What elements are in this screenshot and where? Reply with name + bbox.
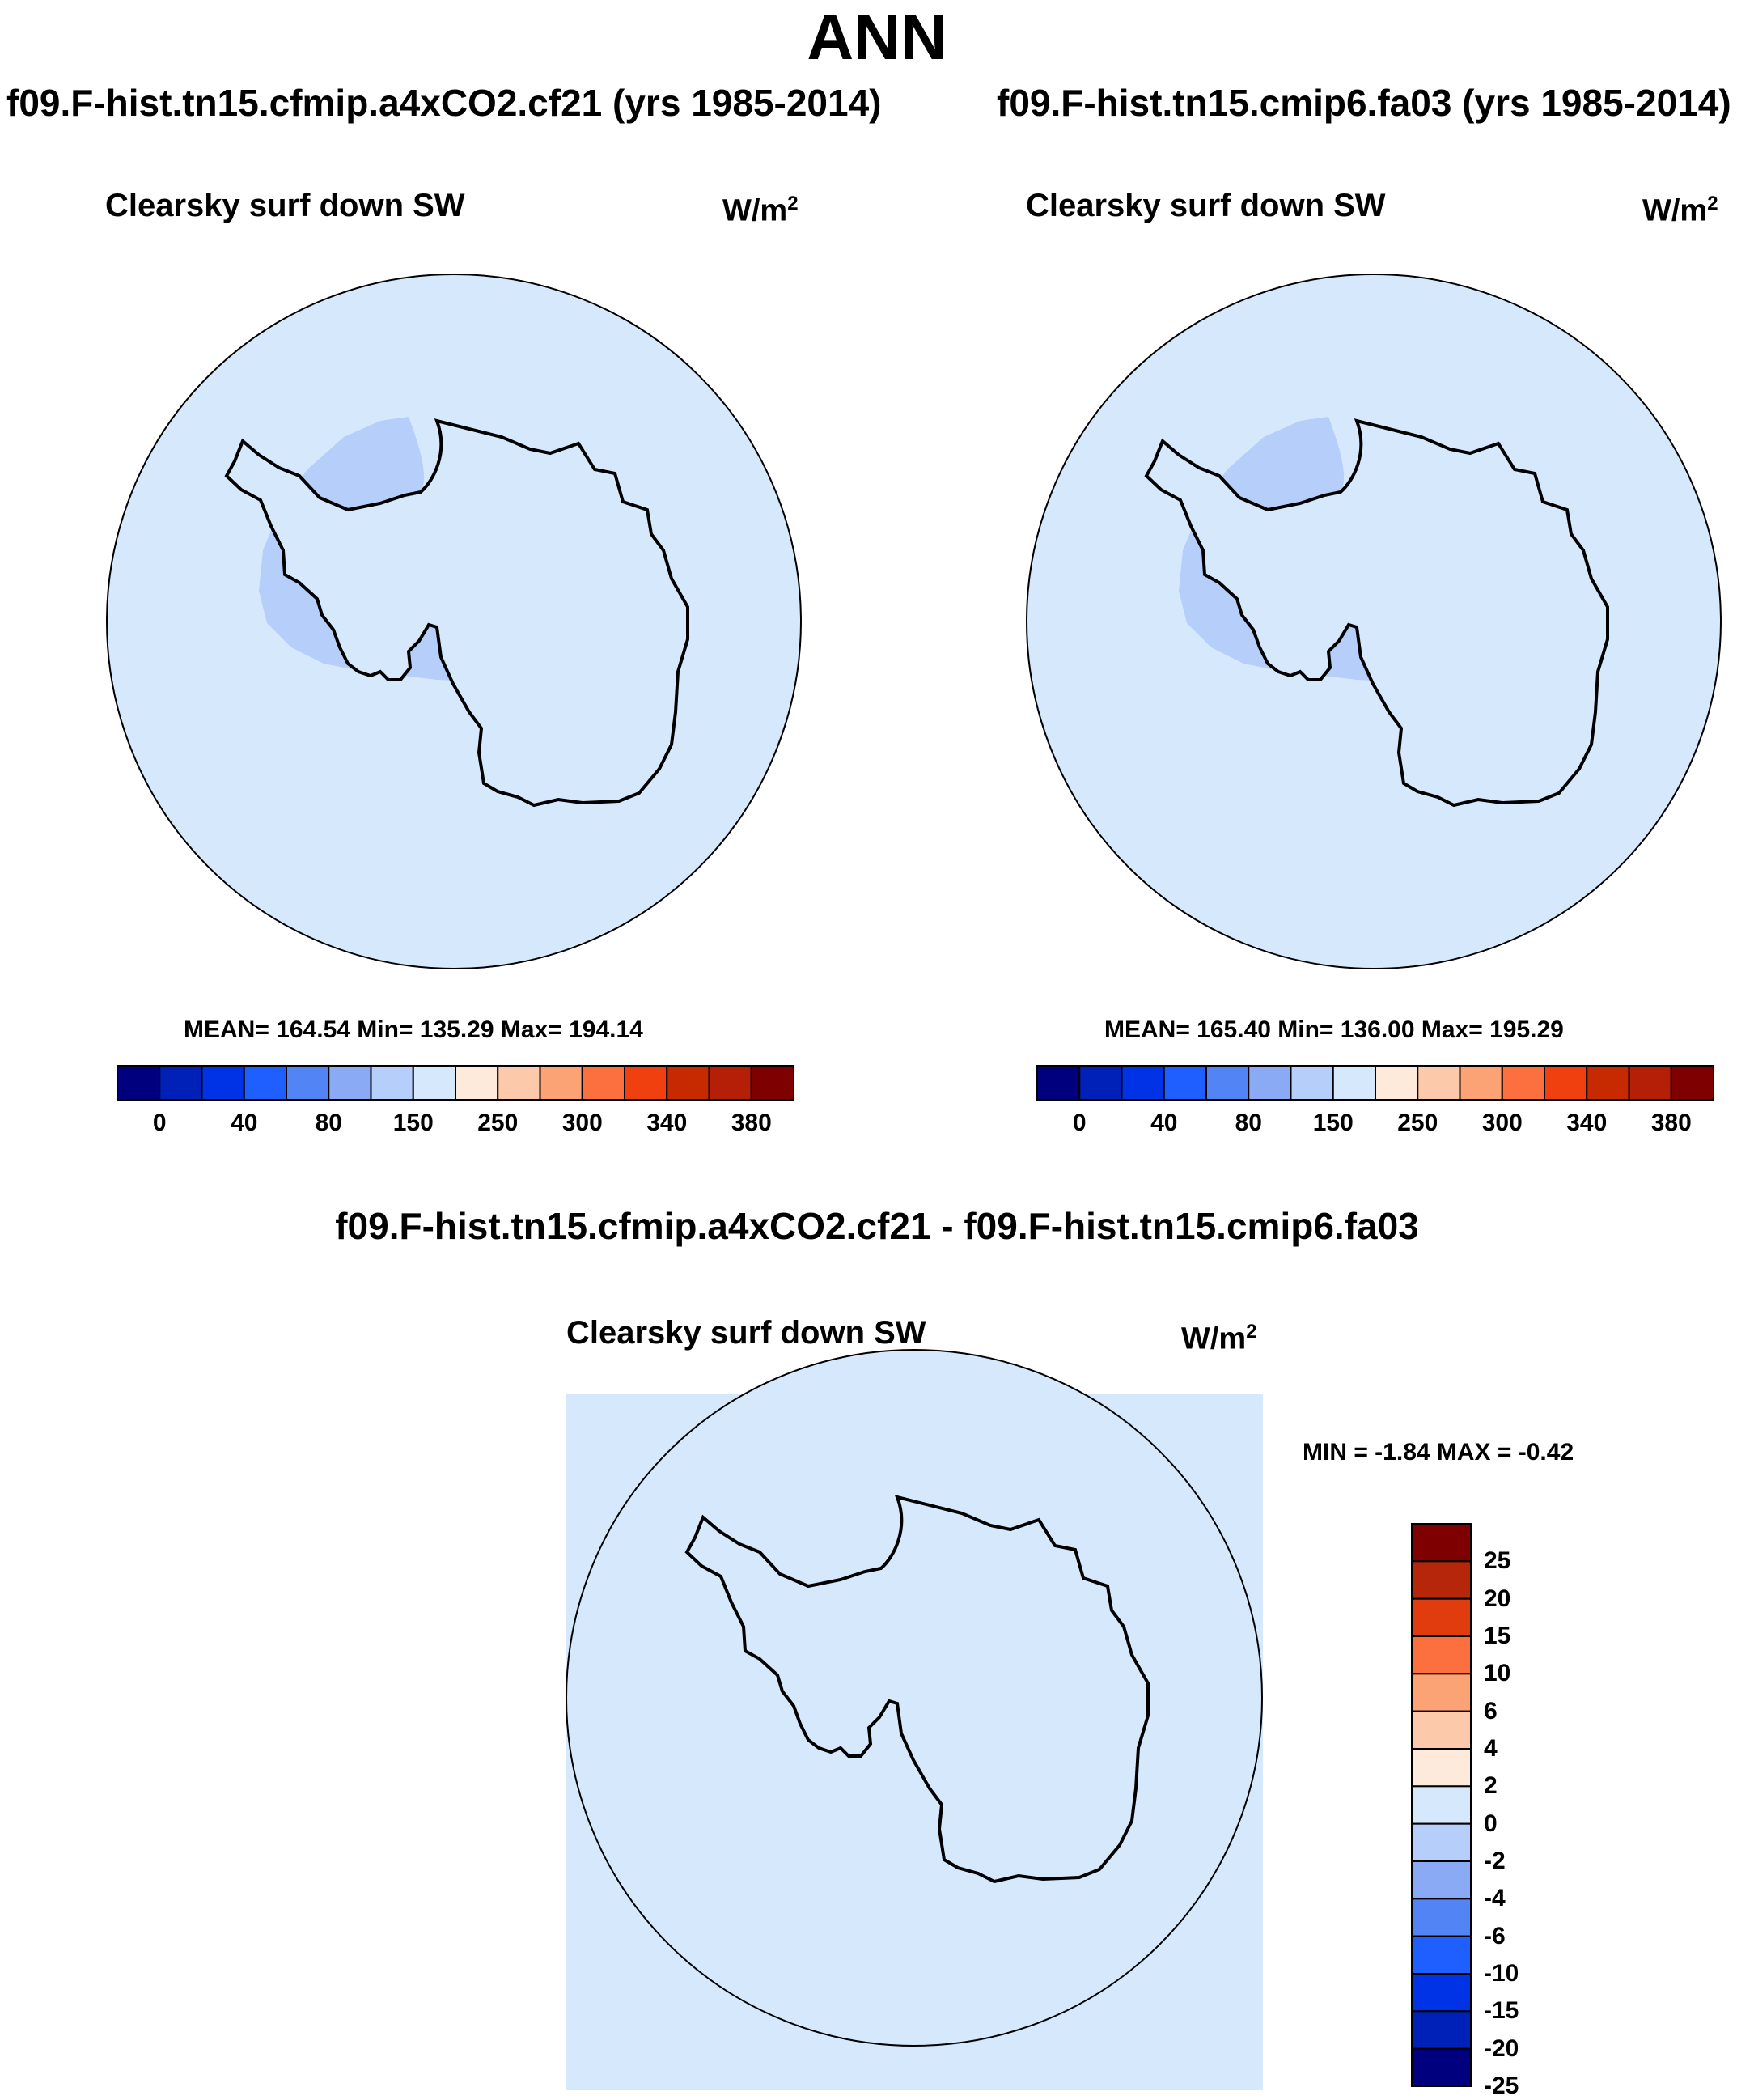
colorbar-diff-swatch bbox=[1411, 2047, 1472, 2088]
colorbar-diff-swatch bbox=[1411, 1597, 1472, 1637]
units-label-diff: W/m2 bbox=[1181, 1321, 1257, 1356]
colorbar-left-swatch bbox=[201, 1065, 245, 1101]
colorbar-diff-swatch bbox=[1411, 1748, 1472, 1788]
colorbar-right-tick-label: 300 bbox=[1481, 1109, 1523, 1136]
colorbar-right-swatch bbox=[1036, 1065, 1081, 1101]
case-title-left: f09.F-hist.tn15.cfmip.a4xCO2.cf21 (yrs 1… bbox=[6, 82, 882, 124]
colorbar-diff-swatch bbox=[1411, 1785, 1472, 1825]
colorbar-left-swatch bbox=[497, 1065, 541, 1101]
colorbar-diff-swatch bbox=[1411, 1860, 1472, 1900]
colorbar-left-swatch bbox=[412, 1065, 456, 1101]
colorbar-left-tick-label: 300 bbox=[561, 1109, 603, 1136]
colorbar-diff-swatch bbox=[1411, 1710, 1472, 1750]
colorbar-right-tick-label: 250 bbox=[1397, 1109, 1438, 1136]
colorbar-left-swatch bbox=[370, 1065, 414, 1101]
colorbar-right-tick-label: 0 bbox=[1072, 1109, 1087, 1136]
colorbar-right bbox=[1036, 1065, 1714, 1101]
colorbar-left-swatch bbox=[455, 1065, 499, 1101]
colorbar-diff-swatch bbox=[1411, 1822, 1472, 1863]
colorbar-left-tick-label: 340 bbox=[646, 1109, 688, 1136]
colorbar-right-swatch bbox=[1163, 1065, 1207, 1101]
colorbar-right-swatch bbox=[1586, 1065, 1630, 1101]
colorbar-diff-swatch bbox=[1411, 1935, 1472, 1975]
colorbar-left bbox=[117, 1065, 794, 1101]
colorbar-diff-tick-label: -25 bbox=[1484, 2072, 1519, 2099]
colorbar-left-swatch bbox=[750, 1065, 794, 1101]
diff-title: f09.F-hist.tn15.cfmip.a4xCO2.cf21 - f09.… bbox=[335, 1205, 1419, 1247]
colorbar-right-swatch bbox=[1501, 1065, 1545, 1101]
colorbar-diff-tick-label: 10 bbox=[1484, 1660, 1511, 1687]
colorbar-right-tick-label: 150 bbox=[1312, 1109, 1354, 1136]
stats-left: MEAN= 164.54 Min= 135.29 Max= 194.14 bbox=[184, 1016, 643, 1043]
colorbar-diff-swatch bbox=[1411, 1635, 1472, 1675]
colorbar-diff-tick-label: 25 bbox=[1484, 1547, 1511, 1575]
colorbar-diff-swatch bbox=[1411, 1973, 1472, 2013]
colorbar-left-swatch bbox=[539, 1065, 583, 1101]
colorbar-diff-tick-label: -6 bbox=[1484, 1922, 1506, 1949]
colorbar-right-swatch bbox=[1205, 1065, 1250, 1101]
diff-minmax: MIN = -1.84 MAX = -0.42 bbox=[1303, 1439, 1574, 1466]
colorbar-diff-swatch bbox=[1411, 1560, 1472, 1600]
colorbar-diff-tick-label: 2 bbox=[1484, 1772, 1498, 1800]
colorbar-right-swatch bbox=[1121, 1065, 1165, 1101]
colorbar-right-swatch bbox=[1544, 1065, 1588, 1101]
colorbar-diff-tick-label: 6 bbox=[1484, 1697, 1498, 1725]
colorbar-right-swatch bbox=[1375, 1065, 1419, 1101]
colorbar-left-swatch bbox=[286, 1065, 330, 1101]
colorbar-right-tick-label: 80 bbox=[1235, 1109, 1262, 1136]
colorbar-right-tick-label: 380 bbox=[1650, 1109, 1692, 1136]
colorbar-diff-tick-label: -15 bbox=[1484, 1997, 1519, 2025]
colorbar-left-tick-label: 0 bbox=[152, 1109, 167, 1136]
colorbar-left-tick-label: 250 bbox=[477, 1109, 519, 1136]
colorbar-left-tick-label: 380 bbox=[731, 1109, 772, 1136]
colorbar-left-swatch bbox=[624, 1065, 668, 1101]
map-right bbox=[1026, 274, 1722, 969]
colorbar-left-swatch bbox=[243, 1065, 287, 1101]
stats-right: MEAN= 165.40 Min= 136.00 Max= 195.29 bbox=[1104, 1016, 1564, 1043]
colorbar-left-tick-label: 150 bbox=[392, 1109, 434, 1136]
colorbar-diff-tick-label: 15 bbox=[1484, 1623, 1511, 1649]
colorbar-right-tick-label: 340 bbox=[1566, 1109, 1608, 1136]
colorbar-right-swatch bbox=[1332, 1065, 1376, 1101]
colorbar-diff-tick-label: -20 bbox=[1484, 2034, 1519, 2062]
colorbar-right-swatch bbox=[1078, 1065, 1123, 1101]
colorbar-diff-tick-label: 20 bbox=[1484, 1585, 1511, 1612]
colorbar-diff-swatch bbox=[1411, 1673, 1472, 1712]
colorbar-diff-tick-label: -2 bbox=[1484, 1848, 1506, 1874]
map-left bbox=[106, 274, 802, 969]
colorbar-diff-tick-label: 4 bbox=[1484, 1735, 1498, 1762]
colorbar-left-swatch bbox=[666, 1065, 710, 1101]
colorbar-left-swatch bbox=[159, 1065, 203, 1101]
colorbar-left-swatch bbox=[581, 1065, 625, 1101]
variable-label-left: Clearsky surf down SW bbox=[105, 188, 465, 223]
colorbar-right-swatch bbox=[1628, 1065, 1672, 1101]
colorbar-diff-tick-label: -10 bbox=[1484, 1960, 1519, 1987]
colorbar-diff-tick-label: -4 bbox=[1484, 1885, 1506, 1912]
units-label-left: W/m2 bbox=[722, 193, 799, 228]
colorbar-left-swatch bbox=[328, 1065, 372, 1101]
colorbar-right-swatch bbox=[1290, 1065, 1334, 1101]
main-title: ANN bbox=[807, 1, 947, 73]
case-title-right: f09.F-hist.tn15.cmip6.fa03 (yrs 1985-201… bbox=[997, 82, 1731, 124]
colorbar-right-tick-label: 40 bbox=[1150, 1109, 1178, 1136]
variable-label-diff: Clearsky surf down SW bbox=[566, 1315, 926, 1351]
variable-label-right: Clearsky surf down SW bbox=[1026, 188, 1386, 223]
colorbar-right-swatch bbox=[1417, 1065, 1461, 1101]
colorbar-right-swatch bbox=[1248, 1065, 1292, 1101]
colorbar-left-tick-label: 80 bbox=[315, 1109, 342, 1136]
colorbar-left-tick-label: 40 bbox=[231, 1109, 258, 1136]
colorbar-diff-swatch bbox=[1411, 1523, 1472, 1563]
map-diff bbox=[566, 1349, 1263, 2090]
colorbar-left-swatch bbox=[708, 1065, 752, 1101]
colorbar-left-swatch bbox=[117, 1065, 161, 1101]
colorbar-diff bbox=[1411, 1523, 1472, 2088]
colorbar-diff-swatch bbox=[1411, 1898, 1472, 1937]
colorbar-diff-swatch bbox=[1411, 2010, 1472, 2050]
colorbar-right-swatch bbox=[1670, 1065, 1714, 1101]
colorbar-diff-tick-label: 0 bbox=[1484, 1809, 1498, 1837]
colorbar-right-swatch bbox=[1459, 1065, 1503, 1101]
units-label-right: W/m2 bbox=[1642, 193, 1718, 228]
